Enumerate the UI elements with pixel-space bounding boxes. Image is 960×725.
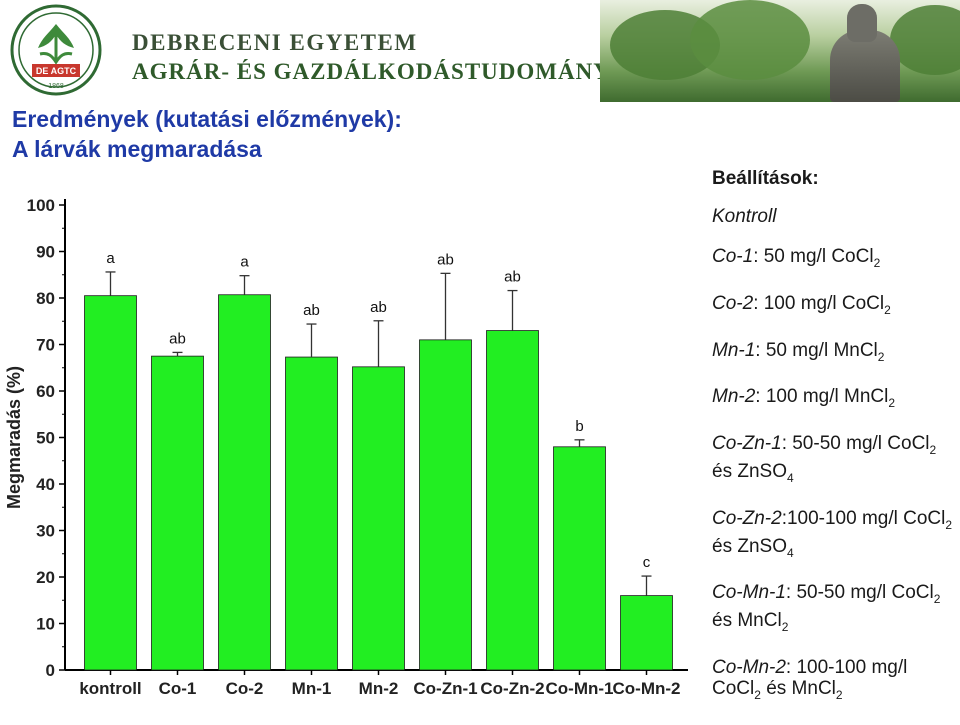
bar bbox=[620, 595, 673, 671]
logo-text: DE AGTC bbox=[36, 66, 77, 76]
bar bbox=[285, 356, 338, 671]
legend-label: Co-1 bbox=[712, 246, 754, 267]
survival-bar-chart: 0 10 20 30 40 50 60 70 80 90 100 Megmaradás (%) a kon… bbox=[0, 185, 700, 717]
significance-letter: ab bbox=[437, 251, 454, 268]
title-line-2: A lárvák megmaradása bbox=[12, 136, 262, 162]
university-name: DEBRECENI EGYETEM bbox=[132, 30, 418, 55]
y-tick-label: 30 bbox=[36, 522, 55, 541]
slide-title: Eredmények (kutatási előzmények): A lárv… bbox=[12, 104, 402, 164]
legend-label: Kontroll bbox=[712, 206, 777, 227]
legend-item: Mn-1: 50 mg/l MnCl2 bbox=[712, 340, 956, 368]
y-tick-label: 90 bbox=[36, 243, 55, 262]
y-tick-label: 50 bbox=[36, 429, 55, 448]
legend-text: : 50-50 mg/l CoCl bbox=[781, 433, 930, 455]
significance-letter: b bbox=[575, 418, 583, 435]
legend-item: Co-Mn-2: 100-100 mg/l CoCl2 és MnCl2 bbox=[712, 657, 956, 706]
legend-text: :100-100 mg/l CoCl bbox=[781, 507, 946, 529]
legend-label: Co-Mn-2 bbox=[712, 656, 786, 678]
significance-letter: a bbox=[240, 254, 249, 271]
title-line-1: Eredmények (kutatási előzmények): bbox=[12, 106, 402, 132]
bar bbox=[486, 330, 539, 671]
y-tick-label: 70 bbox=[36, 336, 55, 355]
significance-letter: ab bbox=[303, 302, 320, 319]
bar bbox=[151, 355, 204, 671]
significance-letter: ab bbox=[370, 299, 387, 316]
legend-text-2: és ZnSO bbox=[712, 460, 787, 482]
legend-text-2: és MnCl bbox=[712, 610, 782, 632]
legend-sub: 2 bbox=[929, 442, 937, 457]
x-tick-label: Mn-1 bbox=[292, 679, 332, 698]
legend-sub-2: 4 bbox=[786, 545, 794, 560]
significance-letter: c bbox=[643, 554, 651, 571]
legend-sub: 2 bbox=[884, 302, 891, 317]
x-tick-label: Mn-2 bbox=[359, 679, 399, 698]
y-tick-label: 0 bbox=[46, 661, 55, 680]
legend-sub: 2 bbox=[945, 517, 953, 532]
legend-item: Co-2: 100 mg/l CoCl2 bbox=[712, 293, 956, 321]
legend-text-2: és MnCl bbox=[760, 677, 836, 699]
bar bbox=[84, 295, 137, 671]
legend-text: : 100-100 mg/l CoCl bbox=[712, 656, 908, 699]
significance-letter: ab bbox=[169, 330, 186, 347]
banner-photo bbox=[600, 0, 960, 102]
legend-label: Co-Zn-1 bbox=[712, 433, 782, 455]
legend-item: Co-Zn-2:100-100 mg/l CoCl2 és ZnSO4 bbox=[712, 508, 956, 564]
logo-year: 1868 bbox=[48, 83, 64, 90]
legend-item: Kontroll bbox=[712, 206, 956, 227]
legend-item: Co-1: 50 mg/l CoCl2 bbox=[712, 246, 956, 274]
legend-label: Mn-2 bbox=[712, 386, 756, 408]
bar bbox=[218, 294, 271, 671]
y-tick-label: 100 bbox=[27, 196, 55, 215]
legend-text: : 100 mg/l MnCl bbox=[755, 386, 889, 408]
x-tick-label: Co-1 bbox=[159, 679, 197, 698]
y-tick-label: 60 bbox=[36, 382, 55, 401]
legend-item: Co-Zn-1: 50-50 mg/l CoCl2 és ZnSO4 bbox=[712, 433, 956, 489]
x-tick-label: kontroll bbox=[79, 679, 141, 698]
legend-sub: 2 bbox=[877, 349, 885, 364]
legend-sub: 2 bbox=[933, 592, 941, 607]
settings-legend: Beállítások: Kontroll Co-1: 50 mg/l CoCl2… bbox=[712, 168, 956, 725]
x-tick-label: Co-Mn-2 bbox=[613, 679, 681, 698]
legend-sub: 2 bbox=[888, 396, 896, 411]
x-tick-label: Co-2 bbox=[226, 679, 264, 698]
legend-sub-2: 4 bbox=[786, 470, 794, 485]
legend-text: : 50 mg/l CoCl bbox=[753, 246, 874, 267]
legend-sub: 2 bbox=[754, 687, 761, 702]
legend-sub-2: 2 bbox=[835, 687, 843, 702]
legend-sub-2: 2 bbox=[781, 619, 789, 634]
university-logo: DE AGTC 1868 bbox=[10, 4, 102, 96]
x-tick-label: Co-Mn-1 bbox=[546, 679, 614, 698]
legend-title: Beállítások: bbox=[712, 168, 819, 189]
bar bbox=[553, 446, 606, 671]
legend-label: Co-2 bbox=[712, 292, 754, 314]
legend-label: Mn-1 bbox=[712, 339, 756, 361]
legend-text: : 100 mg/l CoCl bbox=[753, 292, 885, 314]
legend-item: Co-Mn-1: 50-50 mg/l CoCl2 és MnCl2 bbox=[712, 582, 956, 638]
y-axis-label: Megmaradás (%) bbox=[4, 366, 24, 509]
legend-text-2: és ZnSO bbox=[712, 535, 787, 557]
y-tick-label: 40 bbox=[36, 475, 55, 494]
legend-sub: 2 bbox=[873, 255, 881, 270]
bar bbox=[352, 366, 405, 671]
y-tick-label: 20 bbox=[36, 568, 55, 587]
legend-item: Mn-2: 100 mg/l MnCl2 bbox=[712, 386, 956, 414]
chart-svg: 0 10 20 30 40 50 60 70 80 90 100 Megmaradás (%) a kon… bbox=[4, 196, 688, 698]
bar bbox=[419, 339, 472, 671]
significance-letter: a bbox=[106, 250, 115, 267]
legend-label: Co-Zn-2 bbox=[712, 507, 782, 529]
header-banner: DE AGTC 1868 DEBRECENI EGYETEM AGRÁR- ÉS… bbox=[0, 0, 960, 102]
legend-text: : 50 mg/l MnCl bbox=[755, 339, 878, 361]
legend-label: Co-Mn-1 bbox=[712, 582, 786, 604]
y-tick-label: 80 bbox=[36, 289, 55, 308]
legend-text: : 50-50 mg/l CoCl bbox=[785, 582, 934, 604]
significance-letter: ab bbox=[504, 269, 521, 286]
x-tick-label: Co-Zn-2 bbox=[480, 679, 544, 698]
x-tick-label: Co-Zn-1 bbox=[413, 679, 477, 698]
y-tick-label: 10 bbox=[36, 615, 55, 634]
